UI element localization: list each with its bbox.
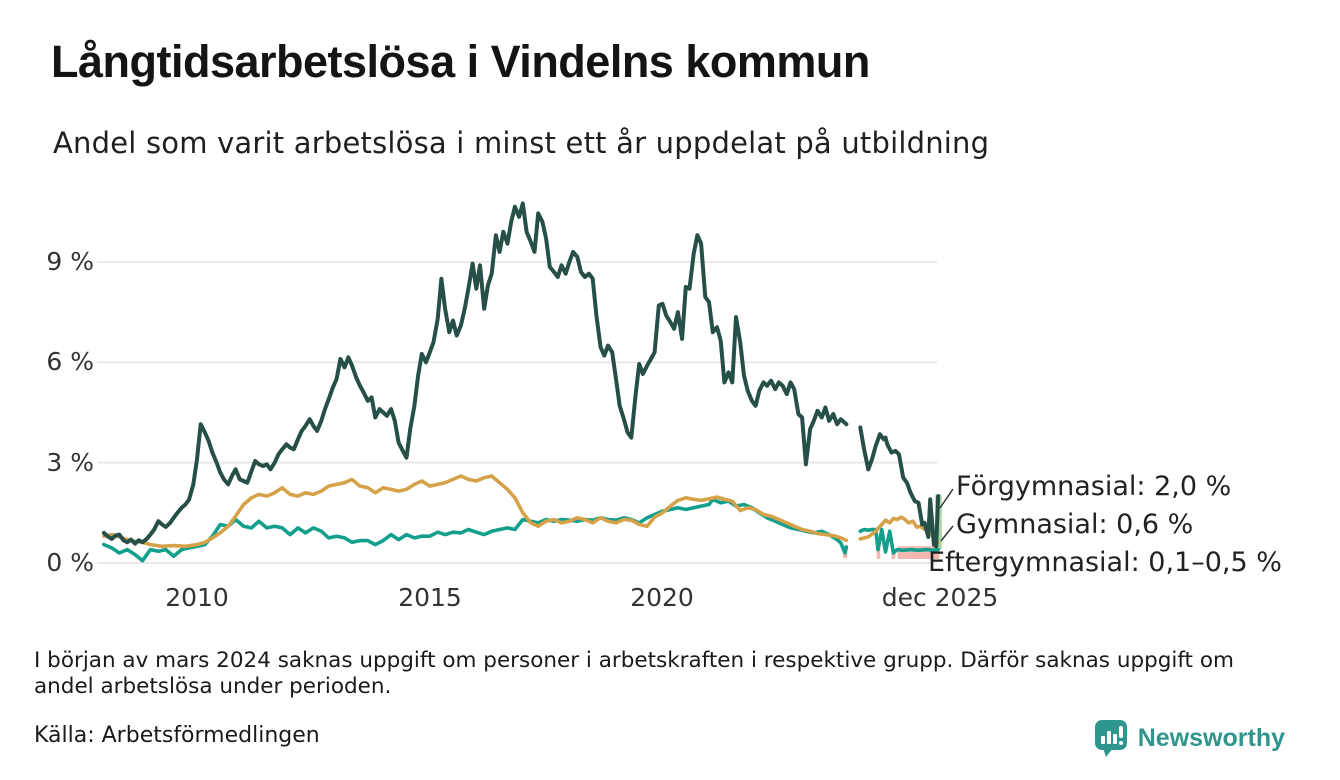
series-label-gymnasial: Gymnasial: 0,6 % [956, 509, 1194, 540]
y-axis-tick-0: 0 % [46, 548, 94, 577]
footnote: I början av mars 2024 saknas uppgift om … [34, 648, 1234, 700]
gymnasial-leader-line [940, 525, 954, 542]
x-axis-tick-2010: 2010 [165, 583, 229, 612]
series-label-forgymnasial: Förgymnasial: 2,0 % [956, 471, 1232, 502]
page-title: Långtidsarbetslösa i Vindelns kommun [51, 36, 870, 87]
eftergymnasial-line-segment-1 [102, 497, 849, 563]
forgymnasial-leader-line [939, 488, 954, 509]
eftergymnasial-range-band [876, 548, 881, 559]
source-note: Källa: Arbetsförmedlingen [34, 723, 320, 748]
chart-subtitle: Andel som varit arbetslösa i minst ett å… [53, 126, 990, 160]
gymnasial-line-segment-1 [102, 474, 849, 549]
footnote-line-2: andel arbetslösa under perioden. [34, 674, 392, 699]
y-axis-tick-3: 3 % [46, 448, 94, 477]
newsworthy-logo: Newsworthy [1094, 718, 1285, 758]
y-axis-tick-9: 9 % [46, 247, 94, 276]
x-axis-tick-2015: 2015 [398, 583, 462, 612]
x-axis-tick-2020: 2020 [630, 583, 694, 612]
newsworthy-speech-bubble-icon [1094, 720, 1127, 757]
eftergymnasial-line-segment-2 [858, 527, 940, 555]
newsworthy-wordmark: Newsworthy [1137, 723, 1285, 752]
x-axis-tick-dec-2025: dec 2025 [881, 583, 999, 612]
forgymnasial-line-segment-1 [101, 201, 849, 546]
y-axis-tick-6: 6 % [46, 347, 94, 376]
forgymnasial-line-segment-2 [858, 425, 941, 549]
series-label-eftergymnasial: Eftergymnasial: 0,1–0,5 % [928, 547, 1282, 578]
footnote-line-1: I början av mars 2024 saknas uppgift om … [34, 648, 1234, 673]
